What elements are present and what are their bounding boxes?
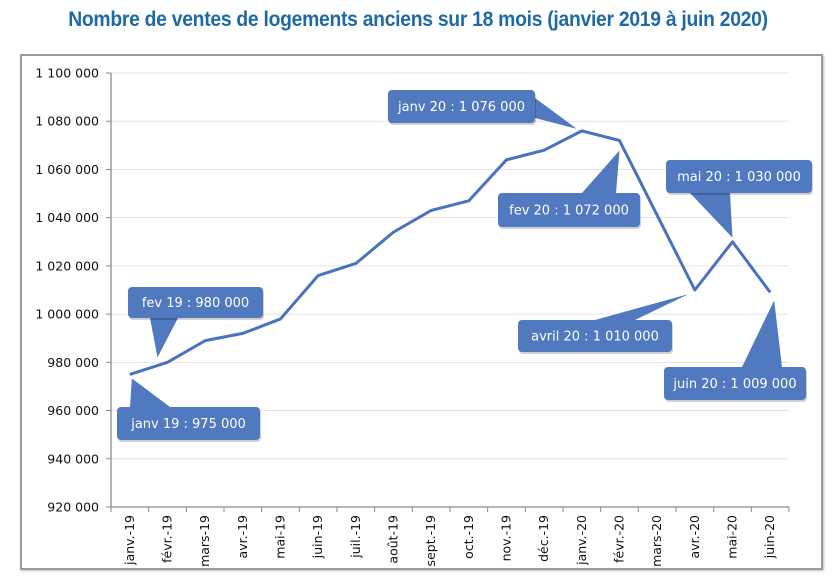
x-tick-label: oct.-19	[461, 515, 476, 559]
data-callout: janv 19 : 975 000	[117, 378, 261, 442]
data-callout: fev 20 : 1 072 000	[498, 150, 641, 229]
callout-box	[518, 320, 672, 352]
callout-pointer	[535, 98, 577, 129]
x-tick-label: févr.-20	[612, 515, 627, 563]
x-tick-label: août-19	[386, 515, 401, 564]
data-callout: janv 20 : 1 076 000	[388, 90, 577, 129]
x-tick-label: mai-20	[725, 515, 740, 559]
y-tick-label: 980 000	[47, 355, 99, 370]
series-layer	[129, 129, 772, 376]
data-callout: juin 20 : 1 009 000	[664, 300, 807, 402]
callout-label: janv 20 : 1 076 000	[397, 100, 525, 115]
callout-pointer	[130, 378, 170, 407]
y-tick-label: 1 060 000	[35, 162, 99, 177]
y-tick-label: 1 040 000	[35, 210, 99, 225]
chart-title: Nombre de ventes de logements anciens su…	[68, 8, 768, 31]
x-tick-label: juin-20	[762, 515, 777, 559]
callout-pointer	[150, 318, 178, 358]
y-tick-label: 920 000	[47, 500, 99, 515]
callout-pointer	[742, 300, 782, 367]
y-tick-label: 960 000	[47, 403, 99, 418]
x-tick-label: mai-19	[273, 515, 288, 559]
data-callout: avril 20 : 1 010 000	[518, 294, 689, 354]
callout-box	[664, 367, 806, 400]
x-tick-label: avr.-20	[687, 515, 702, 558]
x-tick-label: févr.-19	[160, 515, 175, 563]
callout-box	[666, 160, 812, 193]
callout-label: janv 19 : 975 000	[130, 417, 246, 432]
x-tick-label: mars-19	[197, 515, 212, 567]
callout-pointer	[582, 150, 620, 193]
callout-box	[498, 193, 640, 227]
x-tick-label: nov.-19	[499, 515, 514, 561]
callout-label: fev 20 : 1 072 000	[509, 204, 629, 219]
x-tick-label: juil.-19	[348, 515, 363, 559]
y-tick-label: 940 000	[47, 451, 99, 466]
x-tick-label: mars-20	[649, 515, 664, 567]
x-axis: janv.-19 févr.-19 mars-19 avr.-19 mai-19 juin…	[110, 506, 790, 567]
x-tick-label: juin-19	[310, 515, 325, 559]
x-tick-label: avr.-19	[235, 515, 250, 558]
callout-label: avril 20 : 1 010 000	[531, 330, 659, 345]
x-tick-label: janv.-20	[574, 515, 589, 566]
callout-label: mai 20 : 1 030 000	[677, 170, 801, 185]
callout-label: juin 20 : 1 009 000	[672, 377, 796, 392]
y-tick-label: 1 000 000	[35, 307, 99, 322]
callout-pointer	[595, 294, 689, 320]
chart-frame	[20, 54, 823, 570]
y-tick-label: 1 100 000	[35, 66, 99, 81]
data-callout: fev 19 : 980 000	[128, 287, 264, 358]
callout-box	[117, 407, 260, 440]
callout-box	[128, 287, 263, 318]
y-tick-label: 1 080 000	[35, 114, 99, 129]
x-tick-label: déc.-19	[536, 515, 551, 562]
x-tick-label: sept.-19	[423, 515, 438, 566]
data-callout: mai 20 : 1 030 000	[666, 160, 813, 238]
callout-label: fev 19 : 980 000	[142, 296, 249, 311]
x-tick-label: janv.-19	[122, 515, 137, 566]
callouts-layer: janv 19 : 975 000 fev 19 : 980 000 janv 20…	[117, 90, 813, 442]
callout-pointer	[690, 193, 733, 238]
y-axis: 920 000 940 000 960 000 980 000 1 000 000 1 0…	[35, 66, 112, 515]
y-tick-label: 1 020 000	[35, 258, 99, 273]
callout-box	[388, 90, 535, 123]
